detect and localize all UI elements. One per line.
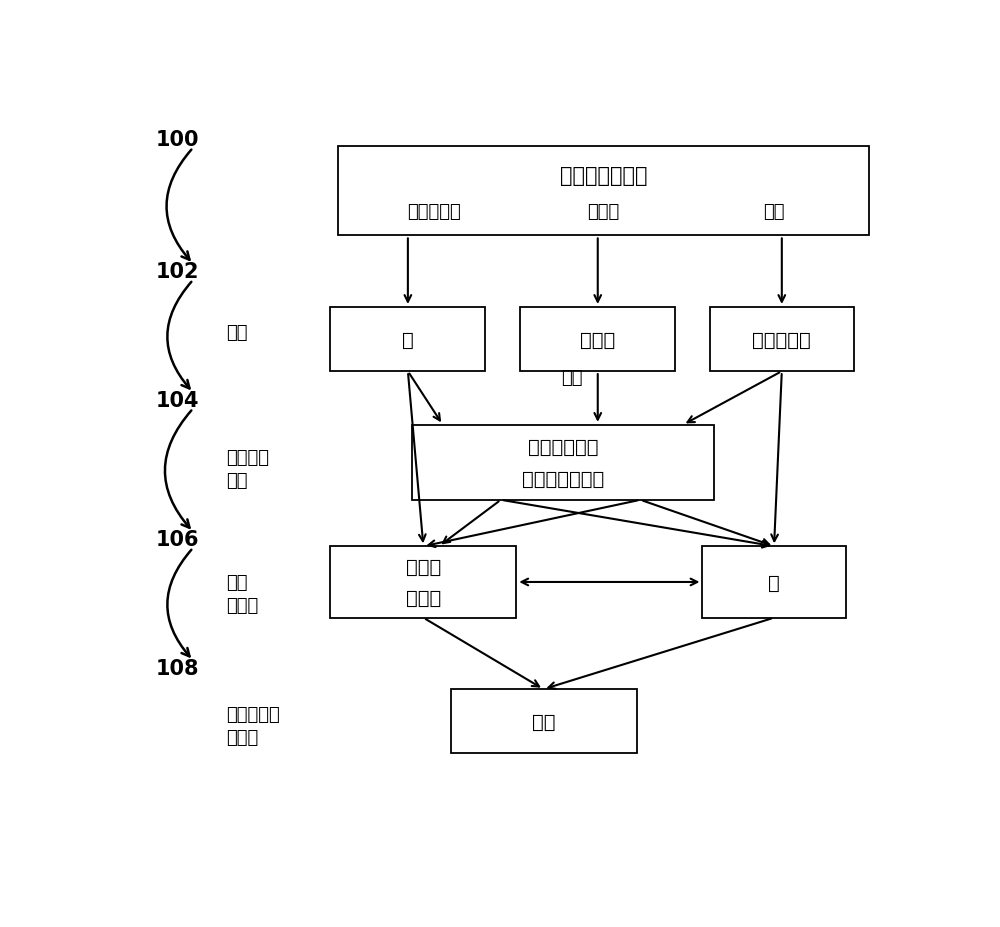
- Text: 甲烷生成，: 甲烷生成，: [226, 705, 280, 723]
- Bar: [338, 147, 869, 236]
- Bar: [702, 547, 846, 618]
- Text: 乙酸: 乙酸: [226, 574, 247, 591]
- Bar: [330, 547, 516, 618]
- Text: 氨气: 氨气: [561, 368, 582, 387]
- Text: 100: 100: [156, 130, 200, 150]
- Text: 产乙酸: 产乙酸: [226, 596, 258, 615]
- Text: 产甲烷: 产甲烷: [226, 729, 258, 746]
- Text: 脂类: 脂类: [763, 203, 784, 221]
- Text: 氨基酸: 氨基酸: [580, 330, 615, 349]
- Text: 氢: 氢: [768, 573, 780, 591]
- Text: 水解: 水解: [226, 324, 247, 341]
- Text: 乙酸，: 乙酸，: [406, 557, 441, 576]
- Text: 固体材料有机物: 固体材料有机物: [560, 166, 647, 185]
- Text: 长链脂肪酸: 长链脂肪酸: [752, 330, 811, 349]
- Text: 106: 106: [156, 529, 200, 550]
- Bar: [520, 308, 675, 372]
- Text: 108: 108: [156, 658, 200, 678]
- Text: 酸发酵，: 酸发酵，: [226, 449, 269, 466]
- Text: 蛋白质: 蛋白质: [587, 203, 620, 221]
- Text: 糖: 糖: [402, 330, 414, 349]
- Text: 102: 102: [156, 261, 200, 282]
- Text: 丙酸盐、丁酸盐: 丙酸盐、丁酸盐: [522, 469, 604, 488]
- Text: 碳水化合物: 碳水化合物: [407, 203, 461, 221]
- Bar: [330, 308, 485, 372]
- Bar: [450, 690, 637, 754]
- Bar: [412, 425, 714, 501]
- Text: 104: 104: [156, 390, 200, 411]
- Text: 产酸: 产酸: [226, 471, 247, 489]
- Text: 中间分解产物: 中间分解产物: [528, 438, 598, 457]
- Bar: [710, 308, 854, 372]
- Text: 甲烷: 甲烷: [532, 712, 555, 731]
- Text: 乙酸盐: 乙酸盐: [406, 589, 441, 607]
